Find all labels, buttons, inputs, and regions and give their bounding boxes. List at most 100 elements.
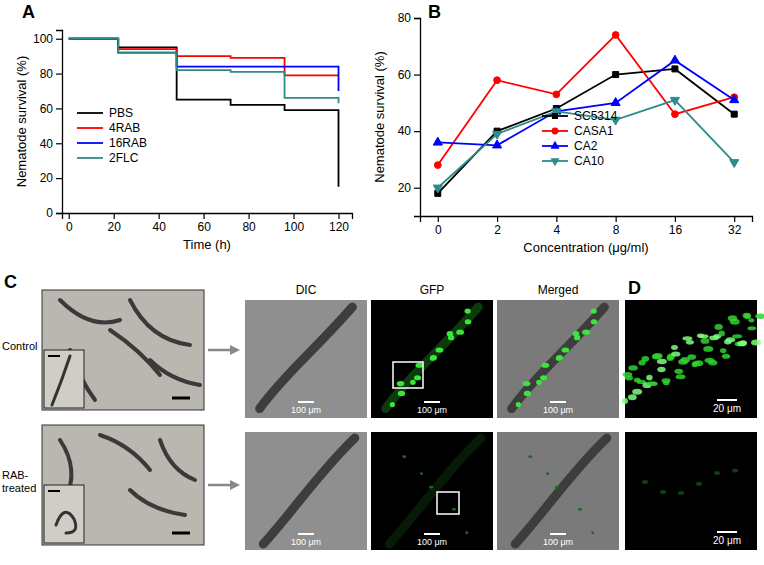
fluorescence-spot xyxy=(416,363,424,368)
fluorescence-spot xyxy=(703,346,713,352)
x-axis-line xyxy=(421,217,753,223)
y-tick: 0 xyxy=(46,206,62,220)
scale-bar xyxy=(172,532,190,535)
series-marker xyxy=(670,55,679,63)
legend-entry: CA2 xyxy=(542,139,598,153)
fluorescence-spot xyxy=(674,369,683,374)
x-tick-label: 2 xyxy=(494,223,501,237)
y-tick-mark xyxy=(56,178,62,179)
worm xyxy=(130,490,185,515)
brightfield-image xyxy=(42,425,204,545)
fluorescence-spot xyxy=(578,508,582,511)
x-axis: 020406080100120 xyxy=(63,213,353,234)
y-axis-line xyxy=(56,31,63,214)
y-tick: 40 xyxy=(398,124,420,138)
x-tick-label: 120 xyxy=(329,220,349,234)
series-marker xyxy=(434,162,441,169)
x-tick-mark xyxy=(675,216,676,222)
scale-bar-label: 100 μm xyxy=(291,405,321,415)
series-line xyxy=(69,39,339,187)
row-label: Control xyxy=(2,340,37,352)
y-tick-mark xyxy=(56,143,62,144)
x-tick-mark xyxy=(159,213,160,219)
legend-entry: 16RAB xyxy=(77,136,147,150)
fluorescence-spot xyxy=(546,472,549,475)
fluorescence-spot xyxy=(728,315,737,321)
legend-marker xyxy=(552,128,559,135)
x-tick: 20 xyxy=(108,213,122,234)
zoom-box xyxy=(393,362,423,388)
x-axis: 02481632 xyxy=(421,216,753,237)
fluorescence-spot xyxy=(523,381,531,386)
fluorescence-spot xyxy=(646,375,652,381)
x-tick: 80 xyxy=(242,213,256,234)
y-tick-label: 20 xyxy=(40,171,54,185)
fluorescence-spot xyxy=(678,491,684,495)
panel-label: D xyxy=(628,278,641,298)
worm xyxy=(52,356,70,405)
worm xyxy=(263,438,355,544)
gfp-image xyxy=(371,432,493,550)
series-marker xyxy=(730,95,739,103)
y-tick: 20 xyxy=(40,171,62,185)
y-tick-label: 80 xyxy=(398,11,412,25)
arrow xyxy=(208,349,232,352)
fluorescence-spot xyxy=(748,318,754,322)
y-tick-label: 20 xyxy=(398,181,412,195)
fluorescence-spot xyxy=(625,376,633,381)
fluorescence-spot xyxy=(430,355,437,360)
legend-marker xyxy=(552,113,558,119)
scale-bar-label: 20 μm xyxy=(713,403,741,414)
legend-entry: 4RAB xyxy=(77,121,140,135)
x-tick-label: 32 xyxy=(728,223,742,237)
fluorescence-spot xyxy=(732,468,738,472)
legend-label: CA2 xyxy=(574,139,598,153)
legend: PBS4RAB16RAB2FLC xyxy=(77,106,147,165)
fluorescence-spot xyxy=(562,347,570,352)
fluorescence-spot xyxy=(657,359,667,364)
fluorescence-spot xyxy=(737,341,747,347)
arrow xyxy=(208,484,232,487)
x-tick: 120 xyxy=(329,213,349,234)
inset-image xyxy=(44,485,84,543)
scale-bar xyxy=(298,401,314,403)
fluorescence-spot xyxy=(573,331,580,336)
legend-swatch xyxy=(77,142,103,144)
series-marker xyxy=(612,32,619,39)
chart-panel: 0248163220406080Concentration (μg/ml)Nem… xyxy=(372,2,753,255)
fluorescence-spot xyxy=(452,508,456,511)
worm xyxy=(56,512,76,533)
row-label: RAB-treated xyxy=(2,469,36,494)
legend-entry: 2FLC xyxy=(77,151,139,165)
scale-bar xyxy=(424,401,440,403)
scale-bar xyxy=(48,490,60,492)
scale-bar-label: 100 μm xyxy=(543,405,573,415)
fluorescence-spot xyxy=(647,381,657,385)
series-marker xyxy=(493,140,502,148)
panel-label: C xyxy=(4,272,17,292)
chart-panel: 020406080100120020406080100Time (h)Nemat… xyxy=(14,2,353,252)
fluorescence-spot xyxy=(556,355,563,360)
x-tick-mark xyxy=(338,213,339,219)
legend-marker xyxy=(550,141,559,149)
legend-label: CA10 xyxy=(574,154,604,168)
merged-image xyxy=(497,300,619,418)
fluorescence-spot xyxy=(628,394,637,400)
x-tick: 100 xyxy=(284,213,304,234)
y-tick-label: 0 xyxy=(46,206,53,220)
y-tick-label: 40 xyxy=(40,137,54,151)
y-axis-title: Nematode survival (%) xyxy=(372,51,387,183)
fluorescence-spot xyxy=(582,330,590,335)
worm xyxy=(60,300,120,323)
x-axis-line xyxy=(63,214,353,220)
panel-label: B xyxy=(428,2,441,22)
fluorescence-spot xyxy=(724,339,732,344)
fluorescence-spot xyxy=(420,472,423,475)
x-tick: 4 xyxy=(554,216,561,237)
y-tick-mark xyxy=(414,18,420,19)
x-tick-label: 60 xyxy=(197,220,211,234)
legend-entry: CASA1 xyxy=(542,124,614,138)
fluorescence-spot xyxy=(693,361,700,367)
fluorescence-spot xyxy=(414,375,421,380)
worm xyxy=(110,330,160,375)
